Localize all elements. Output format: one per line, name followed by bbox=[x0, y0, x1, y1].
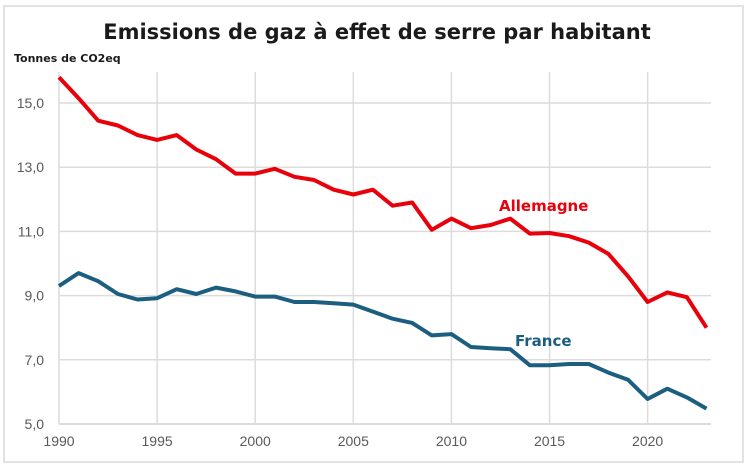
series-line-allemagne bbox=[57, 75, 709, 329]
x-tick-label: 2005 bbox=[338, 433, 369, 449]
y-tick-label: 5,0 bbox=[25, 416, 45, 432]
x-tick-label: 2015 bbox=[534, 433, 565, 449]
y-axis-ticks: 5,0 7,0 9,0 11,0 13,0 15,0 bbox=[17, 95, 44, 432]
x-tick-label: 2010 bbox=[436, 433, 467, 449]
y-tick-label: 7,0 bbox=[25, 352, 45, 368]
y-tick-label: 9,0 bbox=[25, 288, 45, 304]
x-tick-label: 1990 bbox=[43, 433, 74, 449]
series-label-france: France bbox=[515, 332, 572, 350]
x-axis-ticks: 1990 1995 2000 2005 2010 2015 2020 bbox=[43, 433, 663, 449]
series-lines bbox=[57, 75, 709, 411]
x-tick-label: 2020 bbox=[632, 433, 663, 449]
series-line-france bbox=[57, 271, 708, 411]
chart-frame bbox=[3, 5, 744, 463]
y-tick-label: 15,0 bbox=[17, 95, 44, 111]
x-tick-label: 2000 bbox=[240, 433, 271, 449]
y-tick-label: 13,0 bbox=[17, 159, 44, 175]
x-tick-label: 1995 bbox=[142, 433, 173, 449]
chart-title: Emissions de gaz à effet de serre par ha… bbox=[103, 20, 651, 44]
series-label-allemagne: Allemagne bbox=[499, 197, 588, 215]
y-axis-label: Tonnes de CO2eq bbox=[14, 52, 121, 65]
gridlines bbox=[58, 72, 711, 425]
y-tick-label: 11,0 bbox=[18, 223, 44, 239]
series-labels: Allemagne France bbox=[499, 197, 588, 350]
